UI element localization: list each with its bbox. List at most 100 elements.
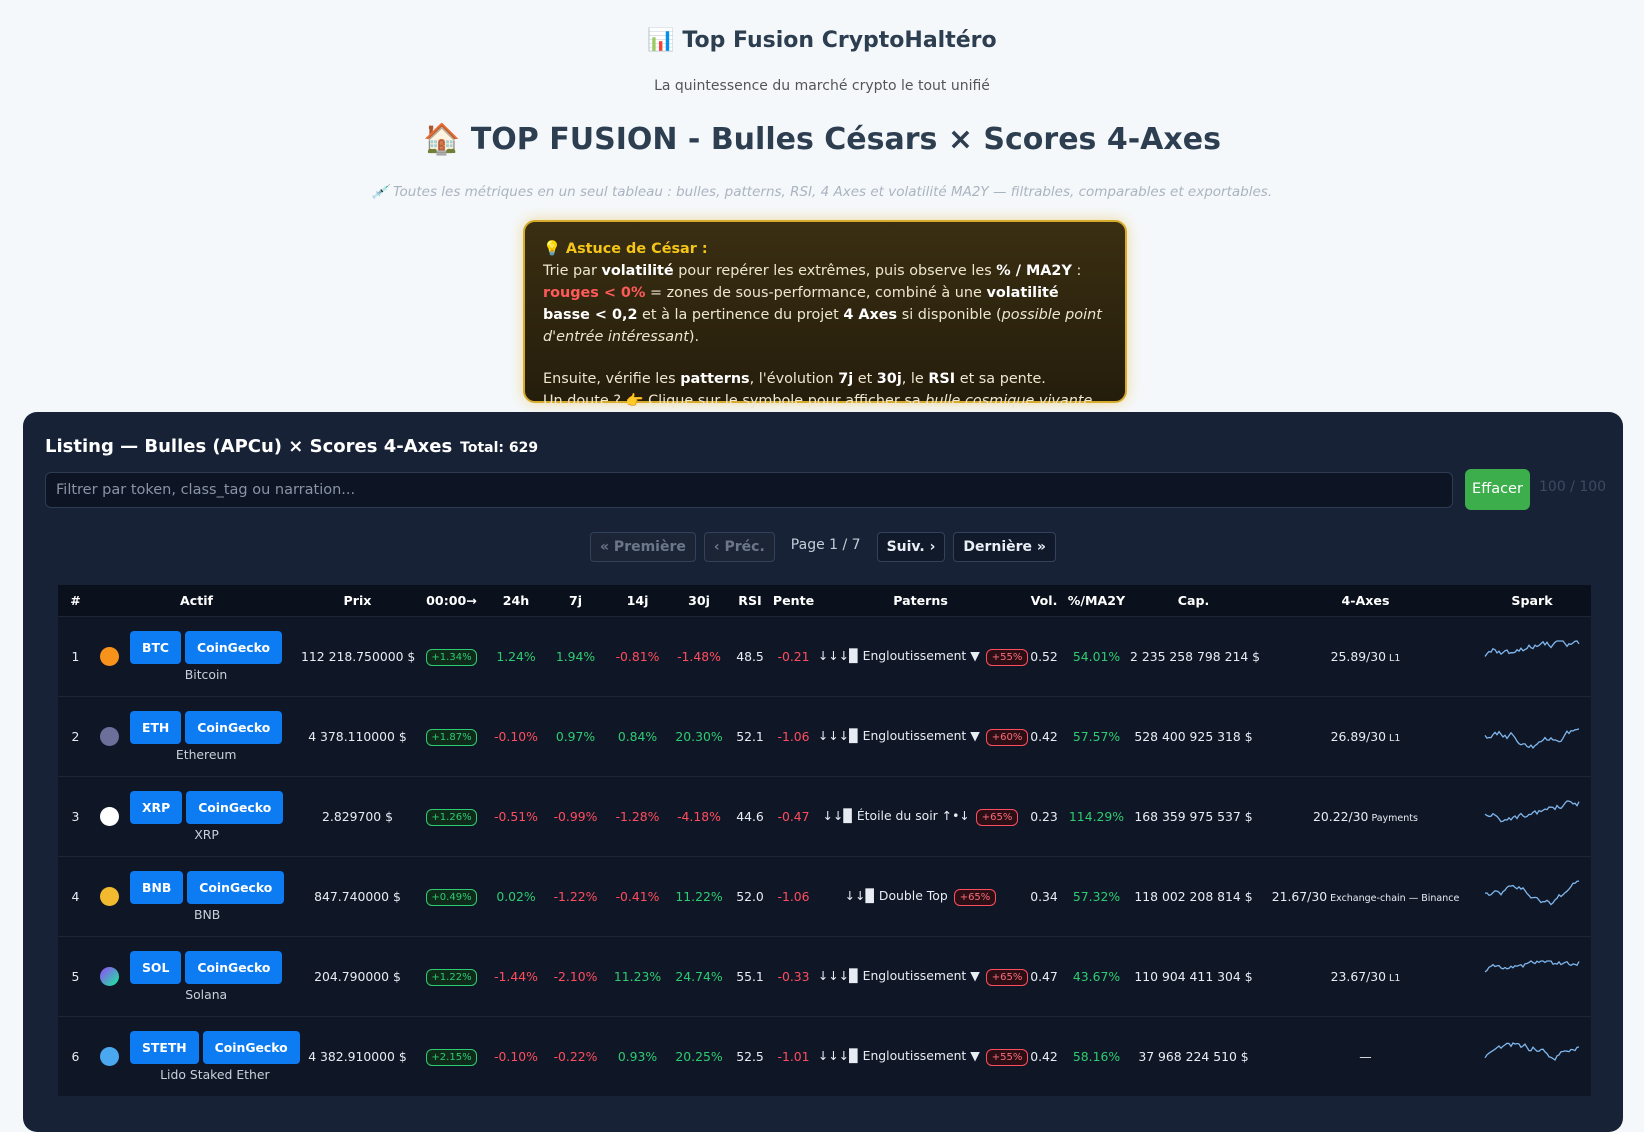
price: 847.740000 $ (300, 856, 415, 937)
column-header[interactable]: Paterns (817, 585, 1024, 617)
asset-buttons: BTC CoinGecko (130, 631, 283, 664)
column-header[interactable]: 24h (488, 585, 544, 617)
asset-name: Bitcoin (184, 667, 228, 682)
result-count: 100 / 100 (1539, 479, 1607, 495)
change-badge: +1.26% (426, 808, 477, 826)
column-header[interactable]: %/MA2Y (1064, 585, 1129, 617)
tip-text: , l'évolution (749, 371, 839, 387)
price: 204.790000 $ (300, 936, 415, 1017)
change-d30: 24.74% (668, 936, 730, 1017)
column-header[interactable]: 14j (607, 585, 668, 617)
column-header[interactable]: # (58, 585, 93, 617)
column-header[interactable]: Vol. (1024, 585, 1064, 617)
pattern: ↓↓↓▉ Engloutissement ▼ (818, 727, 980, 743)
sparkline-path (1484, 960, 1580, 973)
slope: -0.47 (770, 776, 817, 857)
pattern-badge: +60% (985, 728, 1029, 746)
clear-button[interactable]: Effacer (1465, 469, 1530, 510)
axes-score: 23.67/30 (1330, 969, 1387, 984)
change-since-midnight: +0.49% (415, 856, 488, 937)
spark-cell (1473, 1016, 1591, 1096)
column-header[interactable]: 00:00→ (415, 585, 488, 617)
prev-page[interactable]: ‹ Préc. (703, 532, 775, 562)
symbol-button[interactable]: BTC (130, 631, 181, 664)
symbol-button[interactable]: STETH (130, 1031, 199, 1064)
tip-title: 💡 Astuce de César : (543, 241, 708, 257)
pattern-cell: ↓↓↓▉ Engloutissement ▼ +55% (817, 1016, 1029, 1096)
column-header[interactable]: Cap. (1129, 585, 1258, 617)
spark-cell (1473, 856, 1591, 937)
axes-tag: Exchange-chain — Binance (1330, 893, 1460, 904)
ma2y: 57.57% (1064, 696, 1129, 777)
symbol-button[interactable]: ETH (130, 711, 182, 744)
change-d7: -0.99% (544, 776, 607, 857)
column-header[interactable]: RSI (730, 585, 770, 617)
column-header[interactable]: Actif (93, 585, 300, 617)
tip-text: volatilité (601, 263, 674, 279)
axes-score: 21.67/30 (1271, 889, 1328, 904)
column-header[interactable]: Pente (770, 585, 817, 617)
change-d14: -0.81% (607, 616, 668, 697)
tagline: 💉 Toutes les métriques en un seul tablea… (371, 184, 1273, 200)
column-header[interactable]: 30j (668, 585, 730, 617)
column-header[interactable]: Prix (300, 585, 415, 617)
next-page[interactable]: Suiv. › (876, 532, 946, 562)
change-d30: -4.18% (668, 776, 730, 857)
pattern-cell: ↓↓▉ Étoile du soir ↑•↓ +65% (817, 776, 1024, 857)
slope: -0.21 (770, 616, 817, 697)
source-button[interactable]: CoinGecko (202, 1031, 300, 1064)
asset-name: BNB (194, 907, 221, 922)
asset-row: 1 BTC CoinGecko Bitcoin 112 218.750000 $ +1.3… (58, 616, 1591, 697)
tip-text: pour repérer les extrêmes, puis observe … (673, 263, 997, 279)
symbol-button[interactable]: SOL (130, 951, 182, 984)
asset: ETH CoinGecko Ethereum (94, 711, 299, 762)
first-page[interactable]: « Première (590, 532, 696, 562)
ma2y: 43.67% (1064, 936, 1129, 1017)
change-h24: -0.51% (488, 776, 544, 857)
change-since-midnight: +1.22% (415, 936, 488, 1017)
sparkline (1484, 800, 1580, 823)
source-button[interactable]: CoinGecko (186, 791, 284, 824)
column-header[interactable]: 4-Axes (1258, 585, 1473, 617)
source-button[interactable]: CoinGecko (185, 711, 283, 744)
change-d14: -1.28% (607, 776, 668, 857)
source-button[interactable]: CoinGecko (187, 871, 285, 904)
slope: -1.06 (770, 856, 817, 937)
price: 4 378.110000 $ (300, 696, 415, 777)
asset: BNB CoinGecko BNB (94, 871, 299, 922)
volatility: 0.34 (1024, 856, 1064, 937)
sparkline-path (1484, 640, 1580, 657)
tip-text: possible point d'entrée intéressant (543, 307, 1102, 345)
change-badge: +1.22% (426, 968, 477, 986)
asset-row: 3 XRP CoinGecko XRP 2.829700 $ +1.26% -0.51% -0… (58, 776, 1591, 857)
change-badge: +1.87% (426, 728, 477, 746)
symbol-button[interactable]: BNB (130, 871, 184, 904)
asset: SOL CoinGecko Solana (94, 951, 299, 1002)
price: 112 218.750000 $ (300, 616, 415, 697)
asset-cell: BNB CoinGecko BNB (93, 856, 300, 937)
coin-icon (100, 1047, 119, 1066)
asset-cell: BTC CoinGecko Bitcoin (93, 616, 300, 697)
column-header[interactable]: Spark (1473, 585, 1591, 617)
volatility: 0.52 (1024, 616, 1064, 697)
column-header[interactable]: 7j (544, 585, 607, 617)
axes-cell: 21.67/30 Exchange-chain — Binance (1258, 856, 1473, 937)
change-h24: -0.10% (488, 1016, 544, 1096)
source-button[interactable]: CoinGecko (185, 951, 283, 984)
asset-buttons: ETH CoinGecko (130, 711, 283, 744)
axes-score: 25.89/30 (1330, 649, 1387, 664)
filter-input[interactable]: Filtrer par token, class_tag ou narratio… (45, 472, 1453, 508)
source-button[interactable]: CoinGecko (185, 631, 283, 664)
last-page[interactable]: Dernière » (953, 532, 1056, 562)
tip-text: Trie par (543, 263, 602, 279)
asset-name: XRP (194, 827, 219, 842)
tip-line: Trie par volatilité pour repérer les ext… (543, 260, 1107, 348)
asset-row: 6 STETH CoinGecko Lido Staked Ether 4 382.91… (58, 1016, 1591, 1096)
page-heading: 🏠 TOP FUSION - Bulles Césars × Scores 4-… (423, 122, 1221, 157)
pattern: ↓↓↓▉ Engloutissement ▼ (818, 967, 980, 983)
change-d14: 11.23% (607, 936, 668, 1017)
symbol-button[interactable]: XRP (130, 791, 183, 824)
market-cap: 168 359 975 537 $ (1129, 776, 1258, 857)
change-d7: 1.94% (544, 616, 607, 697)
axes-tag: L1 (1389, 973, 1401, 984)
